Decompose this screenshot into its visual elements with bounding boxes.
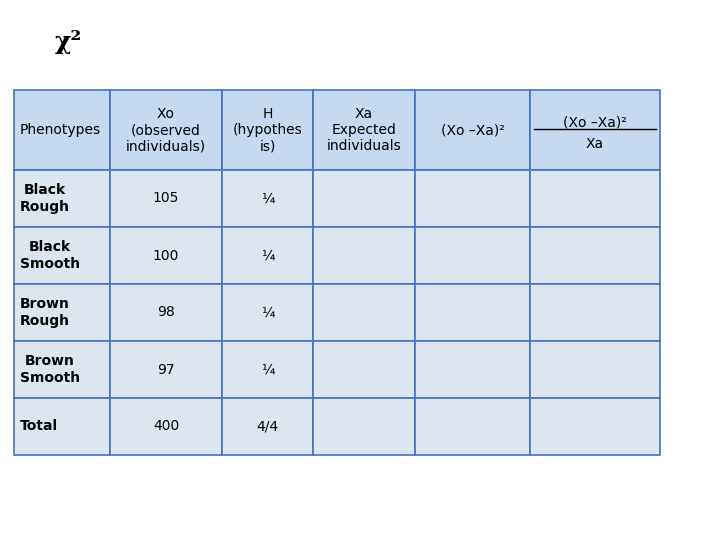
Bar	[14, 284, 110, 341]
Bar	[415, 398, 530, 455]
Bar	[110, 90, 222, 170]
Text: 98: 98	[157, 306, 175, 320]
Bar	[415, 170, 530, 227]
Bar	[110, 341, 222, 398]
Text: ¼: ¼	[261, 306, 274, 320]
Text: Phenotypes: Phenotypes	[20, 123, 101, 137]
Bar	[222, 284, 313, 341]
Text: Brown
Smooth: Brown Smooth	[20, 354, 80, 384]
Text: H
(hypothes
is): H (hypothes is)	[233, 107, 302, 153]
Bar	[530, 90, 660, 170]
Bar	[110, 227, 222, 284]
Text: Total: Total	[20, 420, 58, 434]
Text: Brown
Rough: Brown Rough	[20, 298, 70, 328]
Bar	[14, 227, 110, 284]
Bar	[415, 227, 530, 284]
Text: Xa: Xa	[586, 137, 604, 151]
Bar	[313, 90, 415, 170]
Bar	[14, 398, 110, 455]
Bar	[313, 398, 415, 455]
Bar	[222, 398, 313, 455]
Bar	[415, 284, 530, 341]
Bar	[530, 398, 660, 455]
Bar	[415, 90, 530, 170]
Bar	[14, 341, 110, 398]
Text: (Xo –Xa)²: (Xo –Xa)²	[563, 115, 627, 129]
Bar	[530, 341, 660, 398]
Bar	[222, 227, 313, 284]
Bar	[415, 341, 530, 398]
Text: ¼: ¼	[261, 362, 274, 376]
Text: 97: 97	[157, 362, 175, 376]
Bar	[530, 170, 660, 227]
Text: Xo
(observed
individuals): Xo (observed individuals)	[126, 107, 206, 153]
Bar	[222, 341, 313, 398]
Bar	[530, 284, 660, 341]
Text: (Xo –Xa)²: (Xo –Xa)²	[441, 123, 505, 137]
Text: ¼: ¼	[261, 248, 274, 262]
Bar	[110, 170, 222, 227]
Text: 105: 105	[153, 192, 179, 206]
Bar	[110, 284, 222, 341]
Text: Xa
Expected
individuals: Xa Expected individuals	[327, 107, 401, 153]
Bar	[14, 90, 110, 170]
Text: Black
Smooth: Black Smooth	[20, 240, 80, 271]
Bar	[313, 341, 415, 398]
Bar	[222, 90, 313, 170]
Text: 100: 100	[153, 248, 179, 262]
Bar	[14, 170, 110, 227]
Bar	[222, 170, 313, 227]
Text: ¼: ¼	[261, 192, 274, 206]
Bar	[313, 170, 415, 227]
Text: χ²: χ²	[55, 30, 82, 54]
Text: 4/4: 4/4	[256, 420, 279, 434]
Text: 400: 400	[153, 420, 179, 434]
Bar	[110, 398, 222, 455]
Bar	[313, 284, 415, 341]
Bar	[530, 227, 660, 284]
Text: Black
Rough: Black Rough	[20, 184, 70, 214]
Bar	[313, 227, 415, 284]
